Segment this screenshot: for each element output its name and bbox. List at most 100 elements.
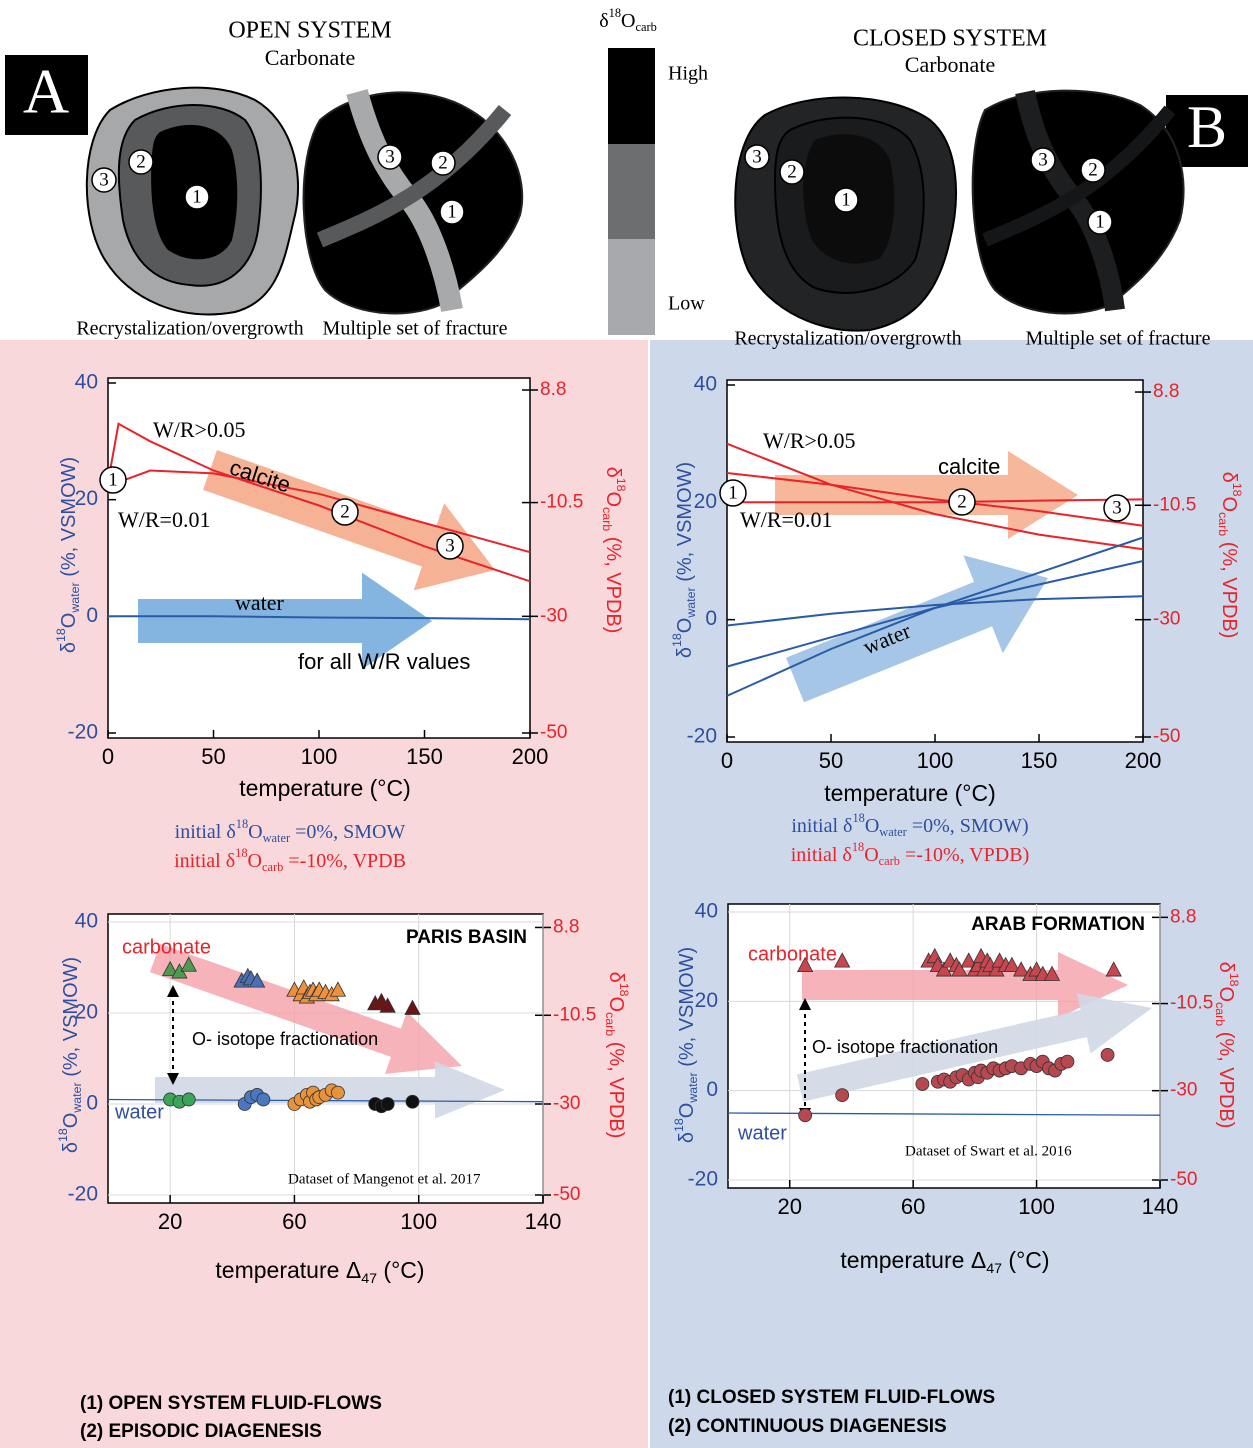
conclusion: (2) EPISODIC DIAGENESIS bbox=[80, 1421, 322, 1442]
x-axis-title-part: temperature Δ bbox=[840, 1247, 986, 1273]
y-axis-title: δ18Owater (%, VSMOW) bbox=[54, 457, 82, 653]
y2-axis-title-part: (%, VPDB) bbox=[602, 531, 624, 633]
panel-label: A bbox=[23, 56, 69, 127]
x-axis-title-part: 47 bbox=[986, 1261, 1002, 1277]
series-line bbox=[727, 498, 1144, 504]
y2-tick-label: -50 bbox=[553, 1184, 580, 1205]
note: initial δ18Ocarb =-10%, VPDB bbox=[174, 846, 406, 874]
triangle-point bbox=[180, 956, 197, 972]
y-axis-title-part: 18 bbox=[54, 628, 68, 642]
annotation: water bbox=[114, 1101, 164, 1123]
number-label: 3 bbox=[752, 146, 762, 167]
number-marker bbox=[331, 498, 359, 526]
x-tick-label: 200 bbox=[512, 744, 549, 769]
y2-axis-title-part: O bbox=[1215, 987, 1237, 1003]
y2-axis-title-part: δ bbox=[605, 972, 627, 983]
note: initial δ18Ocarb =-10%, VPDB) bbox=[791, 840, 1030, 868]
number-label: 2 bbox=[136, 151, 146, 172]
x-tick-label: 140 bbox=[525, 1209, 562, 1234]
diagram-caption: Multiple set of fracture bbox=[1026, 328, 1211, 350]
y-tick-label: 0 bbox=[706, 1078, 718, 1101]
x-tick-label: 200 bbox=[1125, 748, 1162, 773]
number-marker bbox=[184, 184, 210, 210]
annotation: carbonate bbox=[122, 936, 211, 958]
triangle-point bbox=[1105, 961, 1122, 977]
triangle-point bbox=[1043, 965, 1061, 981]
y2-tick-label: -50 bbox=[540, 722, 567, 743]
y2-axis-title-part: δ bbox=[1218, 472, 1240, 483]
panel-label-box bbox=[5, 55, 88, 135]
x-tick-label: 140 bbox=[1142, 1194, 1179, 1219]
scale-label: Low bbox=[668, 293, 705, 315]
triangle-point bbox=[935, 961, 953, 977]
x-tick-label: 100 bbox=[917, 748, 954, 773]
y2-tick-label: -30 bbox=[1170, 1080, 1197, 1101]
number-label: 2 bbox=[1088, 159, 1098, 180]
x-axis-title-part: (°C) bbox=[377, 1257, 425, 1283]
triangle-point bbox=[248, 972, 266, 988]
note-part: O bbox=[865, 815, 879, 837]
y-axis-title: δ18Owater (%, VSMOW) bbox=[56, 957, 84, 1153]
number-label: 3 bbox=[1038, 149, 1048, 170]
y2-tick-label: -50 bbox=[1170, 1169, 1197, 1190]
y2-tick-label: -30 bbox=[553, 1093, 580, 1114]
number-label: 2 bbox=[340, 501, 350, 522]
trend-arrow bbox=[796, 993, 1152, 1102]
diagram-subtitle: Carbonate bbox=[905, 52, 995, 77]
y2-axis-title-part: carb bbox=[603, 1012, 617, 1036]
annotation: water bbox=[737, 1122, 787, 1144]
number-label: 1 bbox=[841, 189, 851, 210]
x-tick-label: 60 bbox=[901, 1194, 925, 1219]
y2-axis-title: δ18Ocarb (%, VPDB) bbox=[603, 972, 631, 1139]
number-label: 3 bbox=[1112, 497, 1122, 518]
number-label: 1 bbox=[192, 186, 202, 207]
y-tick-label: -20 bbox=[688, 1168, 718, 1191]
y-axis-title-part: water bbox=[70, 1082, 84, 1113]
x-tick-label: 100 bbox=[1018, 1194, 1055, 1219]
y-tick-label: 0 bbox=[86, 604, 98, 627]
series-label: W/R=0.01 bbox=[118, 507, 210, 532]
y-tick-label: -20 bbox=[687, 725, 717, 748]
triangle-point bbox=[1003, 956, 1021, 972]
y2-axis-title-part: carb bbox=[1216, 512, 1230, 536]
y-axis-title: δ18Owater (%, VSMOW) bbox=[670, 462, 698, 658]
x-tick-label: 20 bbox=[777, 1194, 801, 1219]
note-part: initial δ bbox=[791, 815, 852, 837]
panel-label-box bbox=[1166, 95, 1248, 167]
note-part: O bbox=[864, 844, 878, 866]
annotation: Dataset of Swart et al. 2016 bbox=[905, 1143, 1072, 1159]
note-part: =0%, SMOW) bbox=[907, 815, 1029, 837]
scale-title-part: δ bbox=[599, 10, 608, 32]
series-line bbox=[726, 595, 1144, 627]
note-part: initial δ bbox=[175, 821, 236, 843]
triangle-point bbox=[161, 960, 179, 977]
series-label: W/R>0.05 bbox=[153, 417, 245, 442]
annotation: O- isotope fractionation bbox=[192, 1029, 378, 1049]
annotation: carbonate bbox=[748, 943, 837, 965]
annotation: Dataset of Mangenot et al. 2017 bbox=[288, 1171, 481, 1187]
note: initial δ18Owater =0%, SMOW bbox=[175, 817, 406, 845]
series-label: W/R>0.05 bbox=[763, 428, 855, 453]
trend-arrow bbox=[138, 572, 432, 670]
diagram-caption: Multiple set of fracture bbox=[323, 318, 508, 340]
circle-point bbox=[915, 1077, 930, 1091]
number-marker bbox=[99, 466, 127, 494]
y-tick-label: 40 bbox=[694, 373, 717, 396]
triangle-point bbox=[329, 981, 347, 997]
y-axis-title-part: δ bbox=[674, 647, 696, 658]
number-marker bbox=[1030, 147, 1056, 173]
annotation: calcite bbox=[938, 454, 1000, 479]
y-tick-label: 0 bbox=[705, 607, 717, 630]
y-axis-title-part: O bbox=[58, 613, 80, 629]
y2-axis-title-part: (%, VPDB) bbox=[1218, 536, 1240, 638]
number-label: 2 bbox=[438, 152, 448, 173]
number-marker bbox=[833, 187, 859, 213]
y-tick-label: 0 bbox=[86, 1092, 98, 1115]
y2-tick-label: -10.5 bbox=[553, 1004, 596, 1025]
triangle-point bbox=[960, 952, 977, 968]
triangle-point bbox=[796, 956, 814, 972]
y2-axis-title: δ18Ocarb (%, VPDB) bbox=[1213, 962, 1241, 1129]
x-axis-title: temperature (°C) bbox=[824, 780, 996, 806]
y2-axis-title-part: O bbox=[605, 997, 627, 1013]
note-part: =0%, SMOW bbox=[290, 821, 405, 843]
